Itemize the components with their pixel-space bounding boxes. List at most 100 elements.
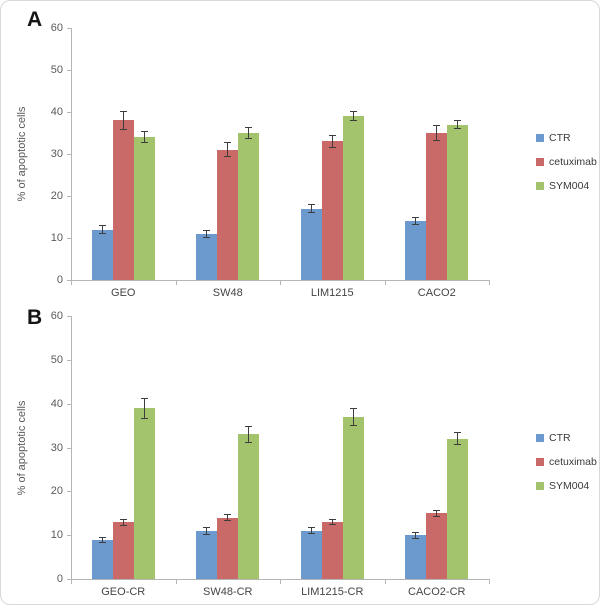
bar-SYM004-CACO2 xyxy=(447,124,469,280)
bar-cetuximab-GEO xyxy=(112,120,134,280)
error-bar-cap-top xyxy=(307,204,315,206)
bar-SYM004-GEO xyxy=(133,137,155,280)
panel-a-label: A xyxy=(27,8,43,31)
bar-SYM004-LIM1215 xyxy=(342,116,364,280)
y-tick-mark xyxy=(67,154,71,155)
error-bar xyxy=(122,518,124,526)
panel-b-label: B xyxy=(27,306,43,329)
bar-CTR-LIM1215-CR xyxy=(300,530,322,579)
error-bar xyxy=(310,204,312,213)
y-tick-mark xyxy=(67,70,71,71)
y-tick-label: 40 xyxy=(50,106,63,118)
error-bar xyxy=(436,509,438,517)
bar-cetuximab-SW48 xyxy=(217,149,239,280)
legend-swatch-icon xyxy=(536,434,544,442)
error-bar-cap-bottom xyxy=(119,524,127,526)
bar-SYM004-SW48-CR xyxy=(238,434,260,579)
error-bar-cap-top xyxy=(412,531,420,533)
bar-SYM004-CACO2-CR xyxy=(447,438,469,579)
y-tick-label: 50 xyxy=(50,353,63,366)
y-tick-label: 20 xyxy=(50,485,63,498)
legend-swatch-icon xyxy=(536,458,544,466)
error-bar-cap-bottom xyxy=(245,137,253,139)
bar-cetuximab-CACO2-CR xyxy=(426,513,448,580)
error-bar-cap-top xyxy=(349,408,357,409)
bar-cetuximab-CACO2 xyxy=(426,133,448,280)
legend-label: SYM004 xyxy=(549,480,590,492)
error-bar-cap-top xyxy=(349,111,357,113)
x-tick-mark xyxy=(489,281,490,285)
bar-SYM004-GEO-CR xyxy=(133,408,155,579)
error-bar-cap-bottom xyxy=(349,424,357,426)
error-bar-cap-bottom xyxy=(203,237,211,238)
legend-item-cetuximab: cetuximab xyxy=(536,450,599,474)
error-bar xyxy=(227,514,229,522)
error-bar xyxy=(331,518,333,525)
legend-swatch-icon xyxy=(536,482,544,490)
error-bar-cap-top xyxy=(224,142,232,144)
error-bar xyxy=(248,127,250,139)
y-tick-mark xyxy=(67,359,71,361)
x-tick-mark xyxy=(384,580,386,584)
y-tick-label: 20 xyxy=(50,190,63,202)
y-tick-label: 0 xyxy=(56,573,63,585)
x-category-label: GEO-CR xyxy=(101,586,146,598)
error-bar-cap-bottom xyxy=(454,444,462,446)
y-tick-label: 40 xyxy=(50,397,63,410)
error-bar-cap-top xyxy=(224,514,232,516)
bar-CTR-SW48-CR xyxy=(196,530,218,579)
error-bar-cap-top xyxy=(245,127,253,129)
y-tick-mark xyxy=(67,280,71,281)
y-tick-mark xyxy=(67,579,71,580)
error-bar xyxy=(206,526,208,535)
error-bar xyxy=(415,217,417,226)
error-bar xyxy=(352,111,354,122)
error-bar xyxy=(415,531,417,539)
bar-CTR-CACO2-CR xyxy=(405,535,427,579)
y-tick-label: 0 xyxy=(56,274,63,286)
x-tick-mark xyxy=(384,281,386,285)
y-tick-label: 10 xyxy=(50,232,63,244)
x-tick-mark xyxy=(175,281,177,285)
bar-CTR-SW48 xyxy=(196,233,218,280)
x-category-label: CACO2-CR xyxy=(408,586,466,598)
bar-cetuximab-LIM1215-CR xyxy=(321,522,343,579)
error-bar-cap-bottom xyxy=(412,537,420,539)
error-bar xyxy=(122,111,124,130)
legend-swatch-icon xyxy=(536,182,544,190)
bar-cetuximab-SW48-CR xyxy=(217,517,239,579)
error-bar-cap-bottom xyxy=(349,120,357,122)
legend-item-SYM004: SYM004 xyxy=(536,174,599,198)
error-bar-cap-bottom xyxy=(119,128,127,130)
y-tick-label: 60 xyxy=(50,310,63,322)
error-bar-cap-top xyxy=(328,518,336,520)
error-bar-cap-top xyxy=(203,229,211,231)
error-bar-cap-top xyxy=(203,526,211,528)
x-tick-mark xyxy=(280,580,281,584)
error-bar xyxy=(331,135,333,148)
error-bar xyxy=(101,536,103,543)
error-bar-cap-bottom xyxy=(307,211,315,213)
error-bar-cap-top xyxy=(412,217,420,218)
legend-label: SYM004 xyxy=(549,180,590,192)
error-bar-cap-top xyxy=(119,518,127,520)
error-bar-cap-bottom xyxy=(140,142,148,144)
bar-cetuximab-GEO-CR xyxy=(112,522,134,579)
legend-label: CTR xyxy=(549,432,571,444)
error-bar-cap-bottom xyxy=(328,524,336,526)
x-category-label: SW48 xyxy=(212,287,243,299)
error-bar-cap-top xyxy=(307,527,315,529)
y-tick-mark xyxy=(67,491,71,493)
panel-b: B % of apoptotic cells 0 10 20 30 40 50 60 GEO-… xyxy=(1,301,599,604)
error-bar-cap-bottom xyxy=(224,156,232,158)
error-bar-cap-top xyxy=(245,425,253,427)
error-bar xyxy=(457,432,459,446)
legend-label: cetuximab xyxy=(549,456,597,468)
x-category-label: LIM1215 xyxy=(310,287,354,299)
legend-item-SYM004: SYM004 xyxy=(536,474,599,498)
error-bar-cap-bottom xyxy=(328,146,336,148)
y-tick-label: 30 xyxy=(50,441,63,454)
x-tick-mark xyxy=(280,281,281,285)
legend-swatch-icon xyxy=(536,134,544,142)
error-bar-cap-bottom xyxy=(98,232,106,234)
